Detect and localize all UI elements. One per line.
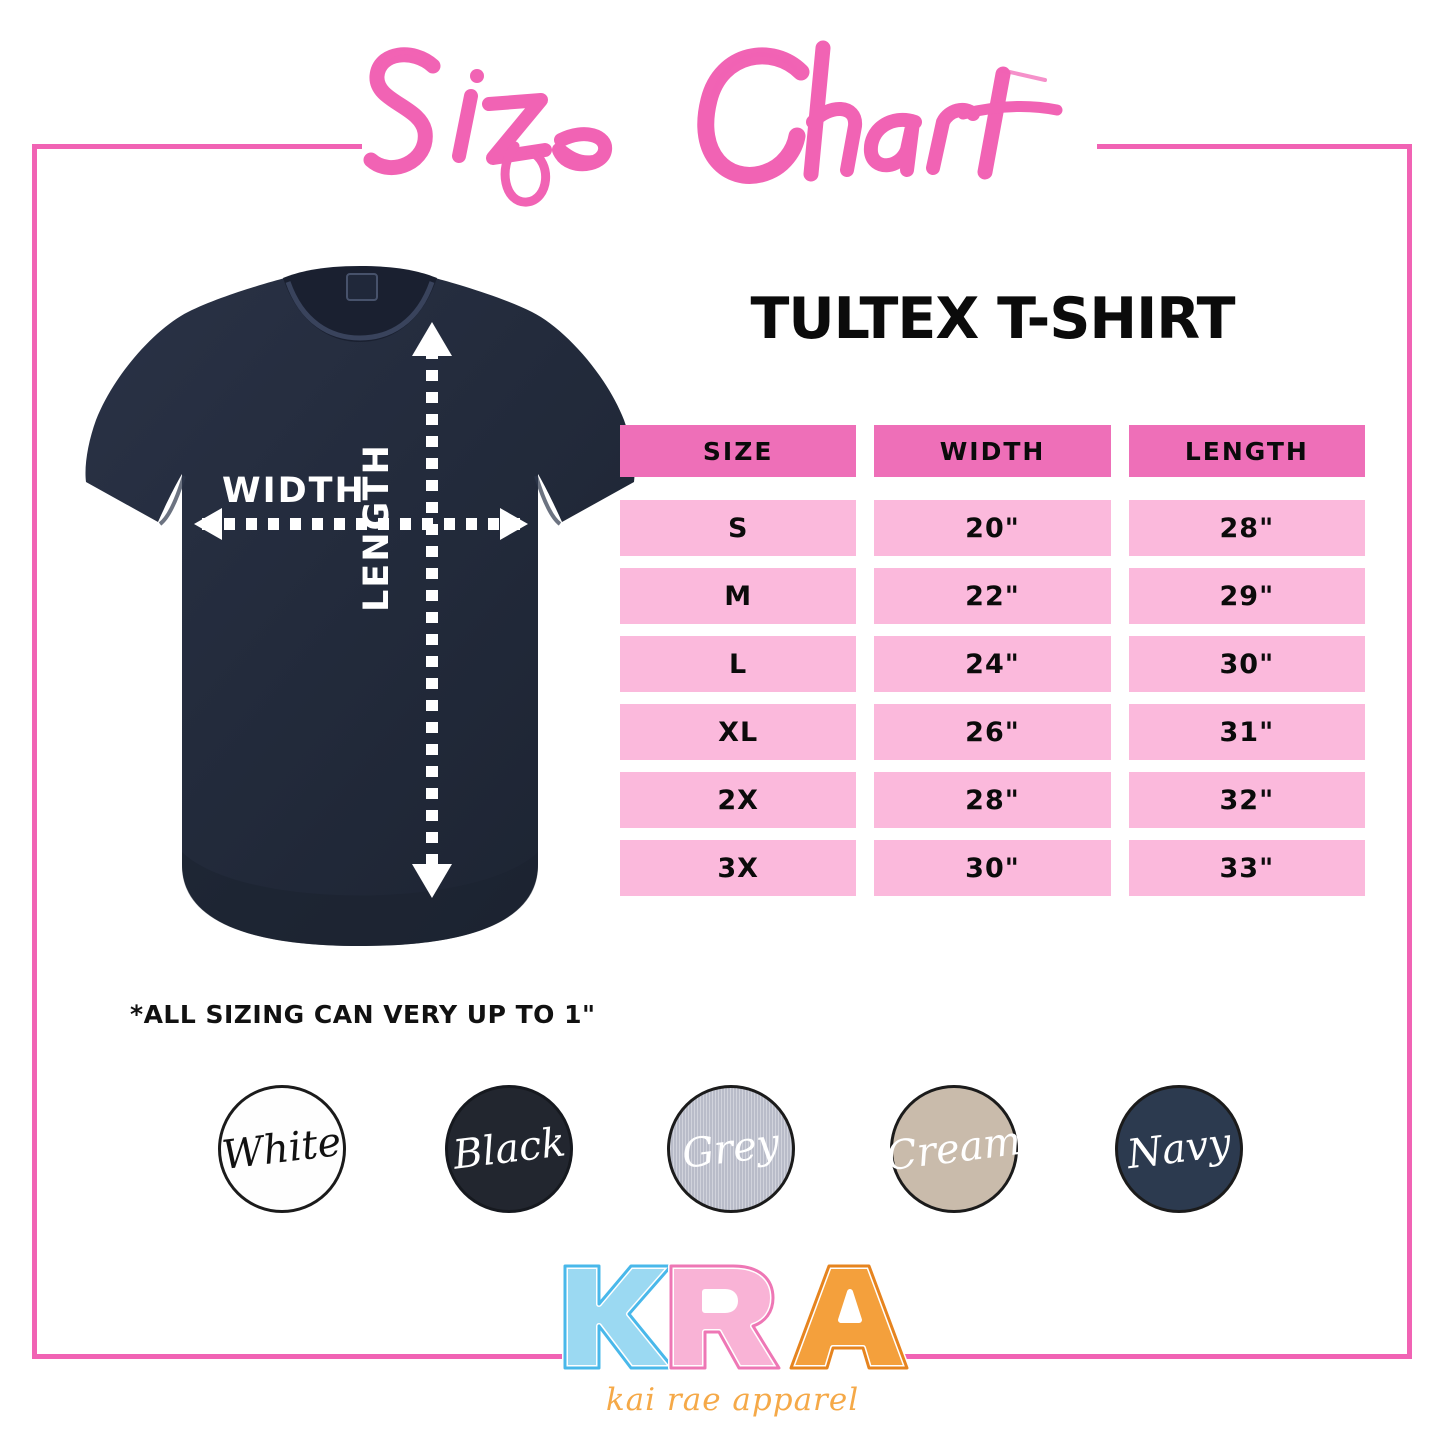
swatch-label: Black	[450, 1119, 568, 1179]
color-swatch-grey[interactable]: Grey	[667, 1085, 795, 1213]
cell-width: 22"	[874, 568, 1111, 624]
color-swatch-navy[interactable]: Navy	[1115, 1085, 1243, 1213]
swatch-label: Cream	[884, 1117, 1024, 1181]
cell-width: 24"	[874, 636, 1111, 692]
table-header-row: SIZE WIDTH LENGTH	[620, 425, 1365, 477]
cell-width: 20"	[874, 500, 1111, 556]
length-measurement-label: LENGTH	[357, 443, 397, 612]
logo-letter-r	[668, 1263, 782, 1371]
frame-border-right	[1407, 144, 1412, 1359]
cell-width: 28"	[874, 772, 1111, 828]
logo-letter-k	[562, 1263, 676, 1371]
product-title: TULTEX T-SHIRT	[750, 286, 1236, 352]
table-row: 3X 30" 33"	[620, 840, 1365, 896]
color-swatch-white[interactable]: White	[218, 1085, 346, 1213]
color-swatch-cream[interactable]: Cream	[884, 1085, 1024, 1213]
cell-length: 28"	[1128, 500, 1365, 556]
cell-width: 26"	[874, 704, 1111, 760]
color-swatch-black[interactable]: Black	[445, 1085, 573, 1213]
cell-size: 3X	[620, 840, 857, 896]
cell-length: 33"	[1128, 840, 1365, 896]
page-title-script	[355, 18, 1115, 258]
cell-size: XL	[620, 704, 857, 760]
sizing-disclaimer: *ALL SIZING CAN VERY UP TO 1"	[130, 1000, 596, 1029]
cell-length: 29"	[1128, 568, 1365, 624]
table-row: XL 26" 31"	[620, 704, 1365, 760]
tshirt-illustration	[70, 252, 650, 962]
frame-border-bottom-right	[905, 1354, 1412, 1359]
frame-border-left	[32, 144, 37, 1359]
swatch-label: Grey	[679, 1120, 783, 1178]
width-measurement-label: WIDTH	[222, 471, 366, 511]
cell-length: 31"	[1128, 704, 1365, 760]
cell-length: 32"	[1128, 772, 1365, 828]
column-header-width: WIDTH	[874, 425, 1111, 477]
frame-border-bottom-left	[32, 1354, 562, 1359]
column-header-size: SIZE	[620, 425, 857, 477]
frame-border-top-right	[1097, 144, 1412, 149]
cell-size: 2X	[620, 772, 857, 828]
logo-letter-a	[788, 1263, 910, 1371]
brand-logo-kra	[555, 1258, 910, 1378]
frame-border-top-left	[32, 144, 362, 149]
cell-size: S	[620, 500, 857, 556]
color-swatch-row: White Black Grey Cream Navy	[200, 1080, 1270, 1250]
size-chart-table: SIZE WIDTH LENGTH S 20" 28" M 22" 29" L …	[620, 425, 1365, 908]
table-row: L 24" 30"	[620, 636, 1365, 692]
table-row: M 22" 29"	[620, 568, 1365, 624]
cell-size: L	[620, 636, 857, 692]
swatch-label: Navy	[1124, 1119, 1234, 1179]
cell-width: 30"	[874, 840, 1111, 896]
swatch-label: White	[219, 1118, 345, 1180]
column-header-length: LENGTH	[1128, 425, 1365, 477]
cell-length: 30"	[1128, 636, 1365, 692]
table-row: 2X 28" 32"	[620, 772, 1365, 828]
cell-size: M	[620, 568, 857, 624]
table-row: S 20" 28"	[620, 500, 1365, 556]
brand-tagline: kai rae apparel	[605, 1382, 860, 1418]
